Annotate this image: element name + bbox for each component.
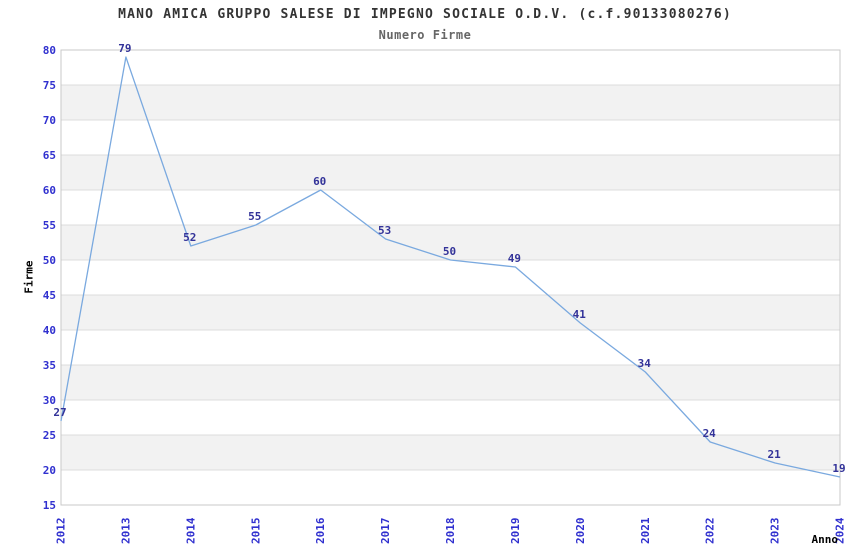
data-point-label: 34 xyxy=(638,357,652,370)
y-tick-label: 55 xyxy=(43,219,56,232)
y-tick-label: 35 xyxy=(43,359,56,372)
y-tick-label: 80 xyxy=(43,44,56,57)
x-tick-label: 2018 xyxy=(444,518,457,545)
x-tick-label: 2013 xyxy=(119,518,132,545)
x-tick-label: 2017 xyxy=(379,518,392,545)
x-tick-label: 2016 xyxy=(314,517,327,544)
plot-band xyxy=(61,295,840,330)
y-tick-label: 45 xyxy=(43,289,56,302)
x-tick-label: 2014 xyxy=(184,517,197,544)
data-point-label: 27 xyxy=(53,406,66,419)
y-tick-label: 25 xyxy=(43,429,56,442)
y-tick-label: 50 xyxy=(43,254,56,267)
y-tick-label: 40 xyxy=(43,324,56,337)
x-tick-label: 2024 xyxy=(834,517,847,544)
chart-subtitle: Numero Firme xyxy=(378,28,472,42)
y-tick-label: 60 xyxy=(43,184,56,197)
data-point-label: 55 xyxy=(248,210,261,223)
x-tick-label: 2020 xyxy=(574,518,587,545)
y-tick-label: 70 xyxy=(43,114,56,127)
plot-band xyxy=(61,155,840,190)
y-tick-labels: 15 20 25 30 35 40 45 50 55 60 65 70 75 80 xyxy=(43,44,56,512)
y-tick-label: 20 xyxy=(43,464,56,477)
plot-band xyxy=(61,85,840,120)
data-point-label: 21 xyxy=(767,448,781,461)
plot-band xyxy=(61,365,840,400)
y-tick-label: 15 xyxy=(43,499,56,512)
plot-border xyxy=(60,49,841,506)
x-tick-label: 2012 xyxy=(55,518,68,545)
x-tick-label: 2019 xyxy=(509,518,522,545)
data-point-label: 49 xyxy=(508,252,521,265)
data-point-label: 60 xyxy=(313,175,326,188)
x-tick-labels: 2012 2013 2014 2015 2016 2017 2018 2019 2020 2021… xyxy=(55,517,847,544)
y-tick-label: 30 xyxy=(43,394,56,407)
x-tick-label: 2023 xyxy=(769,518,782,545)
y-tick-label: 75 xyxy=(43,79,56,92)
data-line xyxy=(60,56,841,478)
plot-bands xyxy=(61,85,840,470)
x-axis-label: Anno xyxy=(811,533,839,546)
data-point-label: 41 xyxy=(573,308,587,321)
data-point-label: 79 xyxy=(118,42,131,55)
x-tick-label: 2022 xyxy=(704,518,717,545)
data-point-label: 19 xyxy=(832,462,845,475)
x-tick-label: 2015 xyxy=(249,518,262,545)
plot-band xyxy=(61,225,840,260)
y-axis-label: Firme xyxy=(22,260,36,294)
data-point-label: 52 xyxy=(183,231,196,244)
chart-title: MANO AMICA GRUPPO SALESE DI IMPEGNO SOCI… xyxy=(118,7,732,22)
grid-lines xyxy=(61,84,840,471)
data-point-label: 24 xyxy=(703,427,717,440)
data-point-labels: 27 79 52 55 60 53 50 49 41 34 24 21 19 xyxy=(53,42,845,475)
data-point-label: 53 xyxy=(378,224,391,237)
x-tick-label: 2021 xyxy=(639,517,652,544)
y-tick-label: 65 xyxy=(43,149,56,162)
plot-band xyxy=(61,435,840,470)
data-point-label: 50 xyxy=(443,245,456,258)
